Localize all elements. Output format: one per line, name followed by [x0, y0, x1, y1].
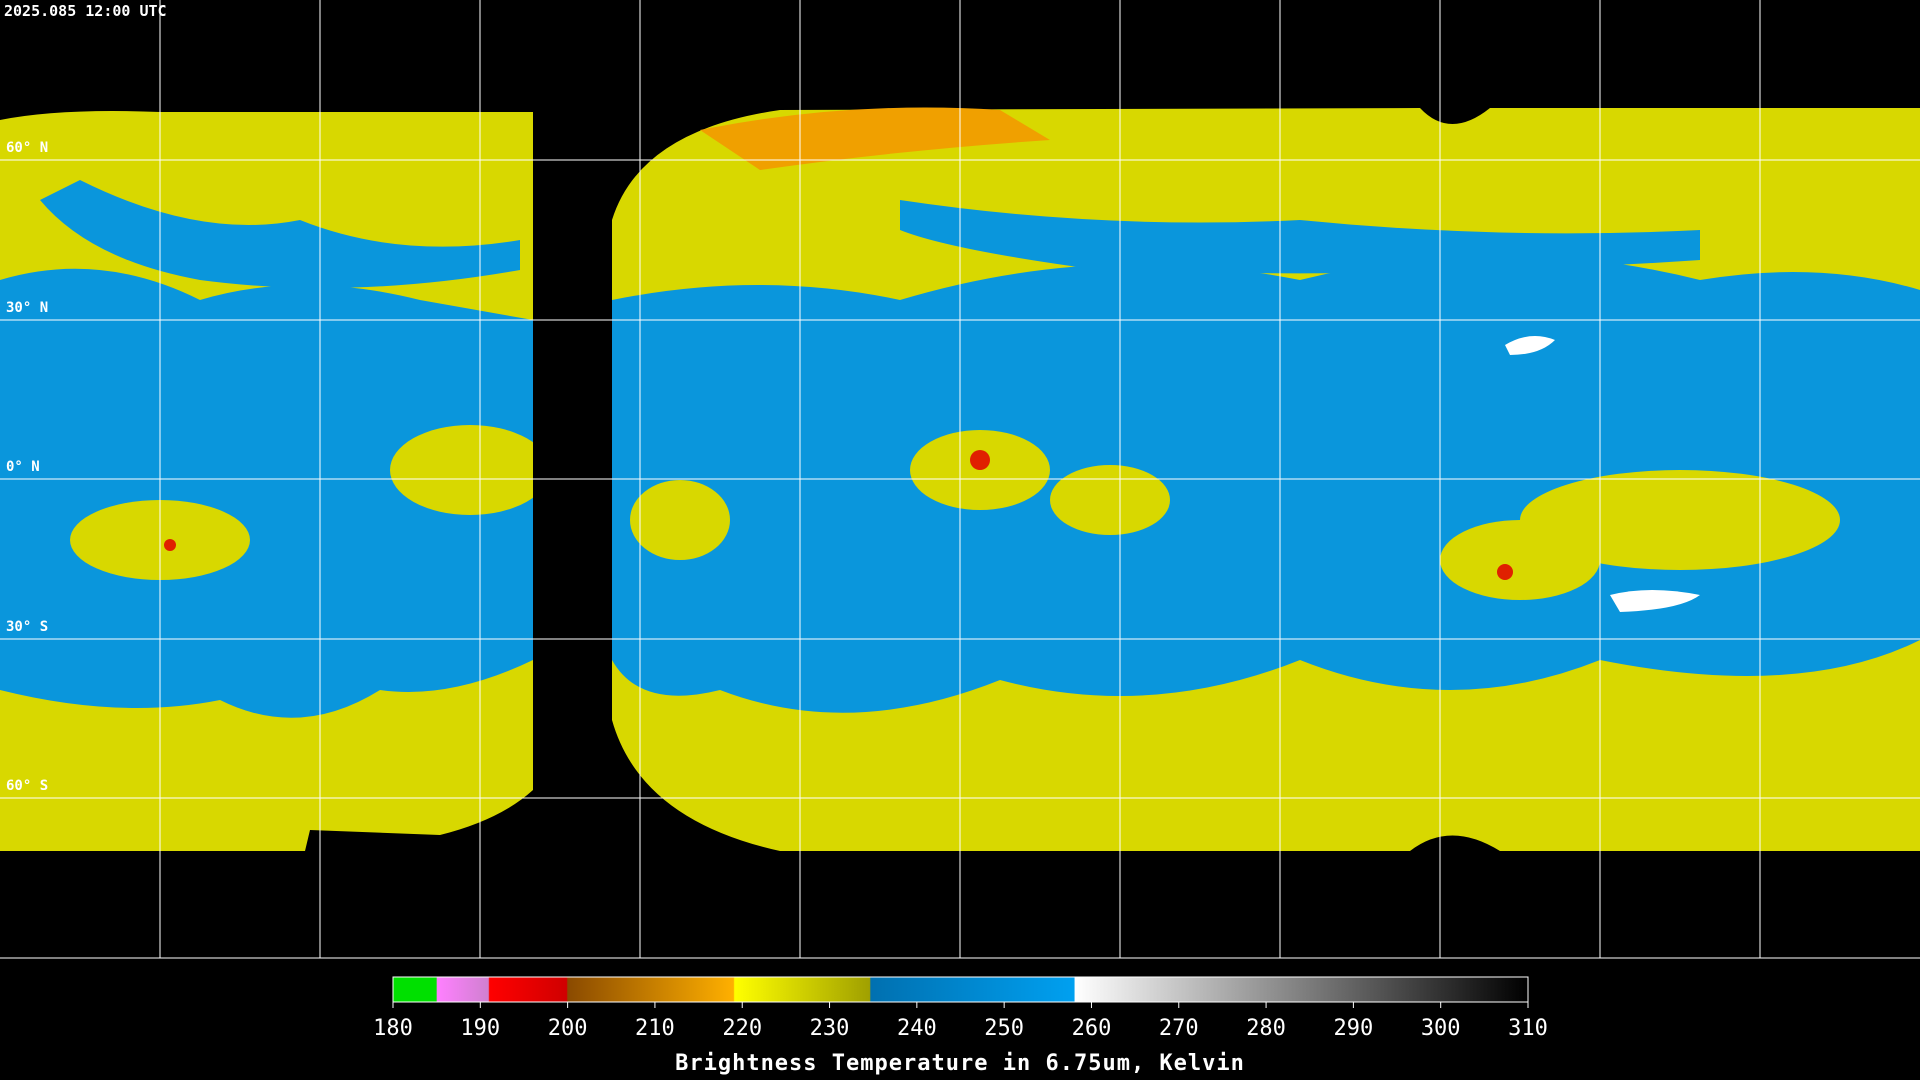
colorbar-tick-label: 250 — [984, 1016, 1024, 1041]
blue-band-left — [0, 268, 533, 718]
latitude-label: 0° N — [6, 459, 40, 475]
cloud — [630, 480, 730, 560]
colorbar-title: Brightness Temperature in 6.75um, Kelvin — [675, 1051, 1245, 1076]
colorbar-tick-label: 290 — [1334, 1016, 1374, 1041]
timestamp: 2025.085 12:00 UTC — [4, 2, 167, 20]
colorbar-tick-label: 200 — [548, 1016, 588, 1041]
cloud — [1050, 465, 1170, 535]
colorbar-tick-label: 240 — [897, 1016, 937, 1041]
cloud — [1520, 470, 1840, 570]
colorbar-ticks: 180 190 200 210 220 230 240 250 260 270 280 290 300 3… — [373, 1002, 1548, 1041]
blue-swirl — [900, 200, 1700, 274]
storm — [1497, 564, 1513, 580]
colorbar — [392, 976, 1529, 1003]
dry-area — [1610, 590, 1700, 612]
colorbar-tick-label: 270 — [1159, 1016, 1199, 1041]
latitude-labels: 60° N 30° N 0° N 30° S 60° S — [6, 140, 48, 794]
colorbar-tick-label: 180 — [373, 1016, 413, 1041]
blue-band-right — [612, 255, 1920, 713]
colorbar-tick-label: 280 — [1246, 1016, 1286, 1041]
data-gap — [533, 0, 612, 960]
warm-area — [700, 107, 1050, 170]
colorbar-tick-label: 300 — [1421, 1016, 1461, 1041]
cloud — [390, 425, 550, 515]
storm — [164, 539, 176, 551]
colorbar-tick-label: 210 — [635, 1016, 675, 1041]
storm — [970, 450, 990, 470]
colorbar-tick-label: 230 — [810, 1016, 850, 1041]
colorbar-tick-label: 220 — [722, 1016, 762, 1041]
latitude-label: 30° N — [6, 300, 48, 316]
dry-area — [1505, 336, 1555, 355]
graticule — [0, 0, 1920, 959]
imagery — [0, 0, 1920, 960]
colorbar-tick-label: 310 — [1508, 1016, 1548, 1041]
latitude-label: 30° S — [6, 619, 48, 635]
colorbar-tick-label: 190 — [460, 1016, 500, 1041]
colorbar-tick-label: 260 — [1072, 1016, 1112, 1041]
latitude-label: 60° N — [6, 140, 48, 156]
latitude-label: 60° S — [6, 778, 48, 794]
